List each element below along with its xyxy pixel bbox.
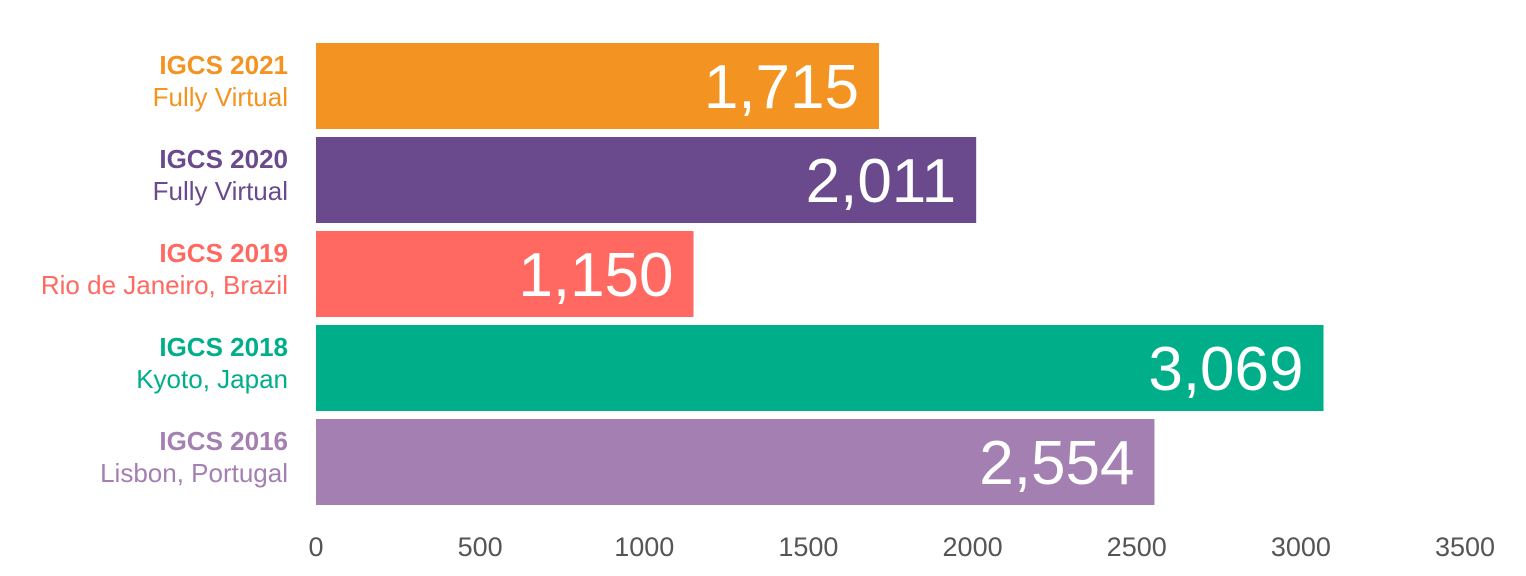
x-tick-label: 3500 xyxy=(1435,532,1495,562)
category-subtitle: Rio de Janeiro, Brazil xyxy=(41,270,288,300)
x-tick-label: 3000 xyxy=(1271,532,1331,562)
x-axis: 0 500 1000 1500 2000 2500 3000 3500 xyxy=(308,532,1495,562)
category-title: IGCS 2016 xyxy=(159,426,288,456)
bar-5 xyxy=(316,419,1155,505)
category-subtitle: Lisbon, Portugal xyxy=(100,458,288,488)
category-title: IGCS 2018 xyxy=(159,332,288,362)
bar-value-label: 2,554 xyxy=(979,429,1134,498)
bar-value-label: 1,150 xyxy=(518,241,673,310)
x-tick-label: 2000 xyxy=(943,532,1003,562)
x-tick-label: 2500 xyxy=(1107,532,1167,562)
bar-1 xyxy=(316,43,880,129)
bar-3 xyxy=(316,231,694,317)
category-title: IGCS 2020 xyxy=(159,144,288,174)
bar-value-label: 1,715 xyxy=(704,53,859,122)
x-tick-label: 1000 xyxy=(614,532,674,562)
category-subtitle: Kyoto, Japan xyxy=(136,364,288,394)
bar-4 xyxy=(316,325,1324,411)
x-tick-label: 500 xyxy=(458,532,503,562)
category-title: IGCS 2019 xyxy=(159,238,288,268)
category-subtitle: Fully Virtual xyxy=(153,82,288,112)
bar-value-label: 3,069 xyxy=(1148,335,1303,404)
x-tick-label: 0 xyxy=(308,532,323,562)
bar-2 xyxy=(316,137,977,223)
bar-value-label: 2,011 xyxy=(806,147,957,216)
x-tick-label: 1500 xyxy=(778,532,838,562)
category-subtitle: Fully Virtual xyxy=(153,176,288,206)
bars-group xyxy=(316,43,1324,505)
category-title: IGCS 2021 xyxy=(159,50,288,80)
